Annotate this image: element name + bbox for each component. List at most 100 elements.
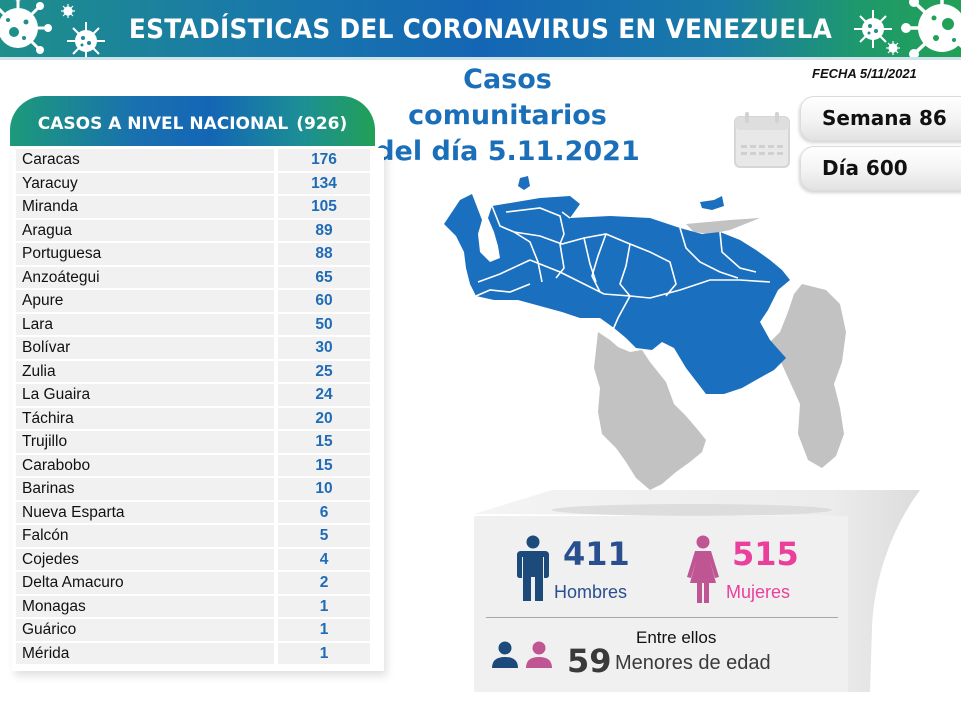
table-row: Apure 60 [16, 289, 380, 313]
virus-icon [901, 0, 961, 57]
women-count: 515 [732, 535, 799, 573]
table-row: Bolívar 30 [16, 336, 380, 360]
case-count: 10 [278, 478, 370, 500]
cases-table: CASOS A NIVEL NACIONAL (926) Caracas 176 Ya… [10, 96, 384, 671]
case-count: 88 [278, 243, 370, 265]
state-name: La Guaira [16, 384, 274, 406]
state-name: Barinas [16, 478, 274, 500]
table-row: Barinas 10 [16, 477, 380, 501]
case-count: 25 [278, 360, 370, 382]
panel-curl [474, 490, 920, 692]
virus-icon [67, 22, 105, 57]
state-name: Anzoátegui [16, 266, 274, 288]
virus-icon [61, 4, 75, 18]
venezuela-map [444, 176, 846, 490]
case-count: 65 [278, 266, 370, 288]
case-count: 20 [278, 407, 370, 429]
table-row: Falcón 5 [16, 524, 380, 548]
case-count: 30 [278, 337, 370, 359]
map-region-unaffected [768, 284, 846, 468]
table-body: Caracas 176 Yaracuy 134 Miranda 105 Aragua 89 Po… [12, 148, 384, 671]
state-name: Caracas [16, 149, 274, 171]
state-name: Nueva Esparta [16, 501, 274, 523]
table-row: Caracas 176 [16, 148, 380, 172]
women-label: Mujeres [726, 582, 791, 602]
day-badge: Día 600 [800, 146, 961, 191]
case-count: 6 [278, 501, 370, 523]
state-name: Yaracuy [16, 172, 274, 194]
report-date: FECHA 5/11/2021 [812, 66, 917, 81]
virus-icon [0, 0, 52, 54]
table-header: CASOS A NIVEL NACIONAL (926) [10, 96, 375, 146]
men-count: 411 [563, 535, 630, 573]
state-name: Apure [16, 290, 274, 312]
person-icon-male [492, 641, 518, 668]
table-row: La Guaira 24 [16, 383, 380, 407]
table-row: Carabobo 15 [16, 454, 380, 478]
case-count: 89 [278, 219, 370, 241]
table-row: Delta Amacuro 2 [16, 571, 380, 595]
state-name: Lara [16, 313, 274, 335]
state-name: Monagas [16, 595, 274, 617]
state-name: Zulia [16, 360, 274, 382]
state-name: Miranda [16, 196, 274, 218]
headline: Casos comunitarios del día 5.11.2021 [370, 62, 645, 170]
divider [486, 617, 838, 618]
woman-icon [687, 535, 719, 603]
table-row: Portuguesa 88 [16, 242, 380, 266]
minors-count: 59 [567, 642, 612, 680]
case-count: 1 [278, 642, 370, 664]
table-row: Anzoátegui 65 [16, 266, 380, 290]
state-name: Carabobo [16, 454, 274, 476]
minors-label: Menores de edad [615, 652, 771, 674]
banner-title: ESTADÍSTICAS DEL CORONAVIRUS EN VENEZUEL… [128, 14, 833, 45]
case-count: 2 [278, 572, 370, 594]
state-name: Guárico [16, 619, 274, 641]
table-row: Táchira 20 [16, 407, 380, 431]
case-count: 15 [278, 431, 370, 453]
table-row: Nueva Esparta 6 [16, 501, 380, 525]
state-name: Bolívar [16, 337, 274, 359]
men-label: Hombres [554, 582, 628, 602]
state-name: Mérida [16, 642, 274, 664]
map-region-affected [518, 176, 530, 190]
table-total: (926) [296, 114, 348, 134]
table-row: Monagas 1 [16, 595, 380, 619]
header-banner: ESTADÍSTICAS DEL CORONAVIRUS EN VENEZUEL… [0, 0, 961, 60]
case-count: 24 [278, 384, 370, 406]
virus-icon [854, 10, 892, 48]
minors-intro: Entre ellos [636, 628, 717, 647]
map-region-unaffected [594, 332, 706, 490]
state-name: Táchira [16, 407, 274, 429]
table-row: Guárico 1 [16, 618, 380, 642]
man-icon [517, 535, 549, 601]
case-count: 4 [278, 548, 370, 570]
case-count: 5 [278, 525, 370, 547]
case-count: 60 [278, 290, 370, 312]
table-row: Mérida 1 [16, 642, 380, 666]
case-count: 1 [278, 619, 370, 641]
state-name: Trujillo [16, 431, 274, 453]
table-row: Trujillo 15 [16, 430, 380, 454]
case-count: 50 [278, 313, 370, 335]
state-name: Cojedes [16, 548, 274, 570]
case-count: 176 [278, 149, 370, 171]
week-badge: Semana 86 [800, 96, 961, 141]
table-row: Zulia 25 [16, 360, 380, 384]
headline-line2: del día 5.11.2021 [375, 136, 640, 167]
map-region-unaffected [686, 218, 760, 234]
case-count: 105 [278, 196, 370, 218]
table-row: Yaracuy 134 [16, 172, 380, 196]
headline-line1: Casos comunitarios [408, 64, 607, 131]
case-count: 1 [278, 595, 370, 617]
table-row: Lara 50 [16, 313, 380, 337]
calendar-icon [734, 112, 790, 168]
table-row: Cojedes 4 [16, 548, 380, 572]
table-row: Aragua 89 [16, 219, 380, 243]
table-title: CASOS A NIVEL NACIONAL [37, 114, 289, 134]
case-count: 15 [278, 454, 370, 476]
state-name: Delta Amacuro [16, 572, 274, 594]
table-row: Miranda 105 [16, 195, 380, 219]
virus-icon [886, 41, 900, 55]
state-name: Portuguesa [16, 243, 274, 265]
